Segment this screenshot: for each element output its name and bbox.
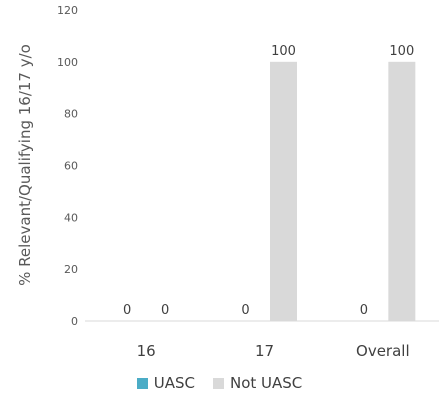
- legend-swatch-not-uasc: [212, 377, 224, 389]
- legend-item-not-uasc: Not UASC: [212, 374, 303, 392]
- bars: [270, 61, 416, 321]
- x-category-label: 16: [137, 342, 156, 360]
- data-label: 100: [389, 44, 414, 59]
- legend-label-not-uasc: Not UASC: [229, 374, 303, 392]
- data-labels: 0 0 0 100 0 100: [123, 44, 414, 318]
- data-label: 0: [241, 303, 249, 318]
- y-axis-label: % Relevant/Qualifying 16/17 y/o: [16, 44, 34, 286]
- legend: UASC Not UASC: [0, 374, 439, 392]
- y-tick-label: 120: [57, 4, 78, 17]
- y-tick-label: 80: [64, 108, 78, 121]
- y-axis-ticks: 0 20 40 60 80 100 120: [57, 4, 78, 328]
- legend-item-uasc: UASC: [136, 374, 195, 392]
- legend-label-uasc: UASC: [153, 374, 195, 392]
- y-tick-label: 0: [71, 315, 78, 328]
- data-label: 100: [271, 44, 296, 59]
- data-label: 0: [123, 303, 131, 318]
- x-category-label: 17: [255, 342, 274, 360]
- y-tick-label: 20: [64, 263, 78, 276]
- data-label: 0: [161, 303, 169, 318]
- y-tick-label: 40: [64, 211, 78, 224]
- legend-swatch-uasc: [136, 377, 148, 389]
- y-tick-label: 60: [64, 160, 78, 173]
- category-labels: 16 17 Overall: [137, 342, 410, 360]
- data-label: 0: [360, 303, 368, 318]
- bar-not-uasc: [270, 61, 297, 321]
- y-tick-label: 100: [57, 56, 78, 69]
- x-category-label: Overall: [356, 342, 410, 360]
- bar-not-uasc: [388, 61, 416, 321]
